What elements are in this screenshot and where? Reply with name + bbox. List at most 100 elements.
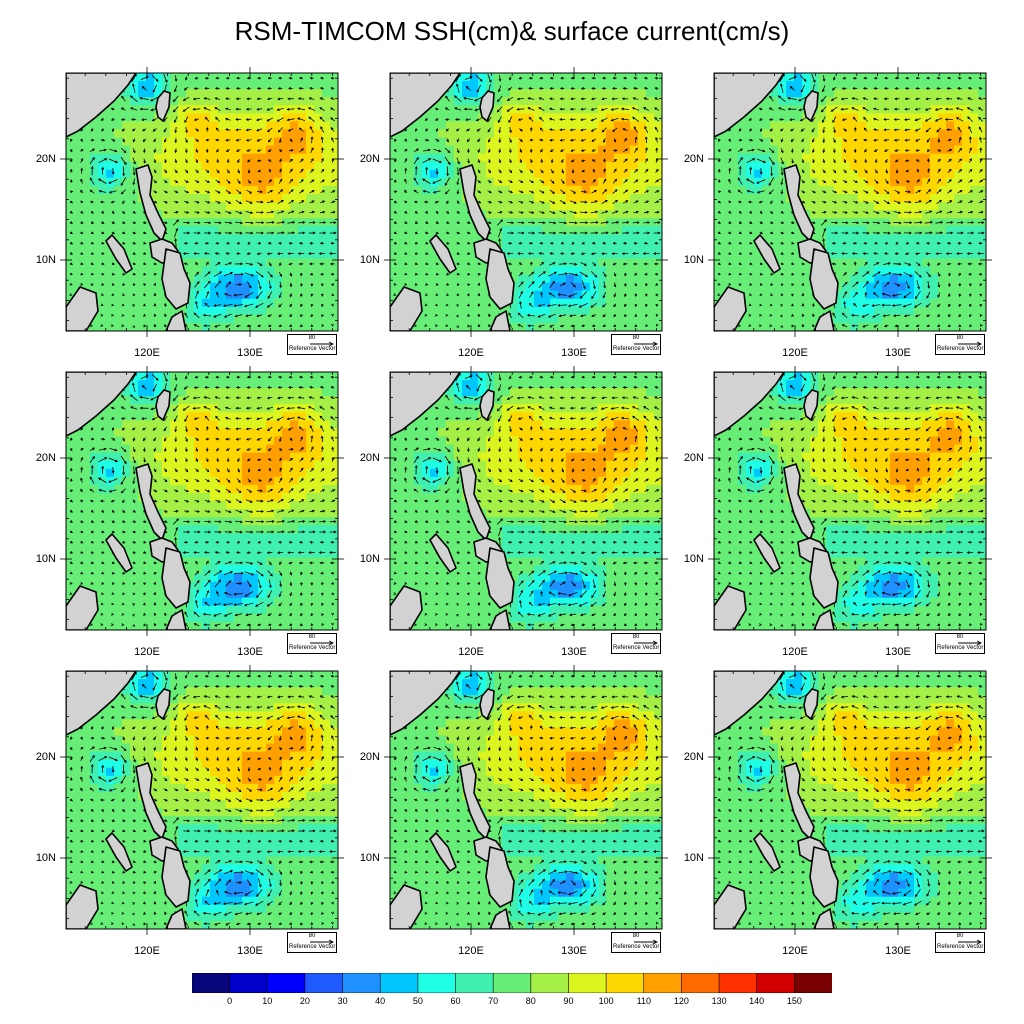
- surface-current-vectors: [68, 372, 337, 628]
- lon-tick-label: 130E: [878, 347, 918, 359]
- lat-tick-label: 20N: [22, 153, 56, 165]
- lat-tick-label: 10N: [22, 254, 56, 266]
- ssh-map: [708, 366, 992, 636]
- lon-tick-label: 130E: [230, 347, 270, 359]
- colorbar-swatch: [530, 973, 570, 993]
- colorbar-tick-label: 110: [629, 996, 659, 1006]
- reference-vector-magnitude: 80: [288, 933, 336, 940]
- lat-tick-label: 20N: [670, 153, 704, 165]
- colorbar-tick-label: 140: [742, 996, 772, 1006]
- ssh-panel: 20N 10N 120E 130E 80 Reference Vector: [684, 665, 1024, 971]
- colorbar-tick-label: 0: [215, 996, 245, 1006]
- axis-ticks: [60, 67, 344, 337]
- colorbar-labels: 0 10 20 30 40 50 60 70 80 90 100 110 120 130 140 150: [192, 996, 832, 1010]
- lon-tick-label: 130E: [230, 945, 270, 957]
- lat-tick-label: 20N: [22, 751, 56, 763]
- lat-tick-label: 20N: [346, 751, 380, 763]
- reference-vector-magnitude: 80: [288, 634, 336, 641]
- colorbar-tick-label: 10: [252, 996, 282, 1006]
- reference-vector-label: Reference Vector: [289, 645, 335, 652]
- reference-vector-magnitude: 80: [936, 933, 984, 940]
- ssh-field: [714, 671, 986, 929]
- axis-ticks: [708, 366, 992, 636]
- lon-tick-label: 130E: [230, 646, 270, 658]
- colorbar: [192, 973, 832, 993]
- colorbar-swatch: [417, 973, 457, 993]
- colorbar-tick-label: 130: [704, 996, 734, 1006]
- lat-tick-label: 10N: [22, 553, 56, 565]
- land-mask: [714, 671, 839, 929]
- reference-vector-box: 80 Reference Vector: [935, 633, 985, 654]
- lat-tick-label: 10N: [670, 553, 704, 565]
- ssh-panel: 20N 10N 120E 130E 80 Reference Vector: [360, 67, 720, 373]
- lon-tick-label: 130E: [554, 347, 594, 359]
- colorbar-tick-label: 120: [666, 996, 696, 1006]
- colorbar-tick-label: 100: [591, 996, 621, 1006]
- colorbar-tick-label: 20: [290, 996, 320, 1006]
- lat-tick-label: 10N: [346, 553, 380, 565]
- reference-vector-label: Reference Vector: [613, 346, 659, 353]
- reference-vector-label: Reference Vector: [937, 944, 983, 951]
- land-mask: [390, 73, 515, 331]
- reference-vector-box: 80 Reference Vector: [611, 932, 661, 953]
- reference-arrow-icon: [958, 640, 983, 646]
- lat-tick-label: 10N: [22, 852, 56, 864]
- reference-arrow-icon: [634, 341, 659, 347]
- colorbar-tick-label: 150: [779, 996, 809, 1006]
- ssh-map: [60, 665, 344, 935]
- colorbar-swatch: [304, 973, 344, 993]
- reference-arrow-icon: [310, 341, 335, 347]
- reference-vector-label: Reference Vector: [613, 645, 659, 652]
- reference-vector-magnitude: 80: [612, 933, 660, 940]
- ssh-map: [60, 366, 344, 636]
- lat-tick-label: 10N: [670, 852, 704, 864]
- axis-ticks: [384, 67, 668, 337]
- lon-tick-label: 120E: [127, 646, 167, 658]
- colorbar-swatch: [192, 973, 231, 993]
- ssh-map: [708, 665, 992, 935]
- figure-title: RSM-TIMCOM SSH(cm)& surface current(cm/s…: [0, 14, 1024, 48]
- reference-arrow-icon: [310, 939, 335, 945]
- reference-vector-box: 80 Reference Vector: [611, 334, 661, 355]
- reference-vector-magnitude: 80: [612, 335, 660, 342]
- land-mask: [714, 372, 839, 630]
- reference-vector-box: 80 Reference Vector: [935, 932, 985, 953]
- axis-ticks: [60, 665, 344, 935]
- lat-tick-label: 20N: [670, 751, 704, 763]
- axis-ticks: [60, 366, 344, 636]
- surface-current-vectors: [716, 372, 985, 627]
- reference-vector-magnitude: 80: [612, 634, 660, 641]
- map-frame: [65, 670, 339, 930]
- surface-current-vectors: [716, 73, 985, 328]
- lon-tick-label: 130E: [878, 646, 918, 658]
- surface-current-vectors: [392, 73, 661, 329]
- ssh-panel: 20N 10N 120E 130E 80 Reference Vector: [360, 665, 720, 971]
- lon-tick-label: 120E: [451, 646, 491, 658]
- colorbar-swatch: [643, 973, 683, 993]
- reference-arrow-icon: [634, 939, 659, 945]
- ssh-panel: 20N 10N 120E 130E 80 Reference Vector: [36, 67, 396, 373]
- land-mask: [714, 73, 839, 331]
- reference-vector-box: 80 Reference Vector: [287, 932, 337, 953]
- ssh-field: [66, 73, 338, 331]
- map-frame: [713, 670, 987, 930]
- axis-ticks: [708, 665, 992, 935]
- lat-tick-label: 10N: [670, 254, 704, 266]
- reference-arrow-icon: [958, 341, 983, 347]
- colorbar-tick-label: 40: [365, 996, 395, 1006]
- map-frame: [713, 72, 987, 332]
- surface-current-vectors: [68, 671, 337, 927]
- lon-tick-label: 130E: [554, 646, 594, 658]
- lat-tick-label: 10N: [346, 254, 380, 266]
- ssh-map: [60, 67, 344, 337]
- reference-vector-magnitude: 80: [936, 634, 984, 641]
- lat-tick-label: 20N: [346, 153, 380, 165]
- lon-tick-label: 120E: [775, 347, 815, 359]
- map-frame: [389, 72, 663, 332]
- reference-vector-label: Reference Vector: [937, 346, 983, 353]
- ssh-panel: 20N 10N 120E 130E 80 Reference Vector: [360, 366, 720, 672]
- colorbar-tick-label: 30: [328, 996, 358, 1006]
- reference-vector-box: 80 Reference Vector: [611, 633, 661, 654]
- ssh-field: [66, 372, 338, 630]
- ssh-map: [384, 665, 668, 935]
